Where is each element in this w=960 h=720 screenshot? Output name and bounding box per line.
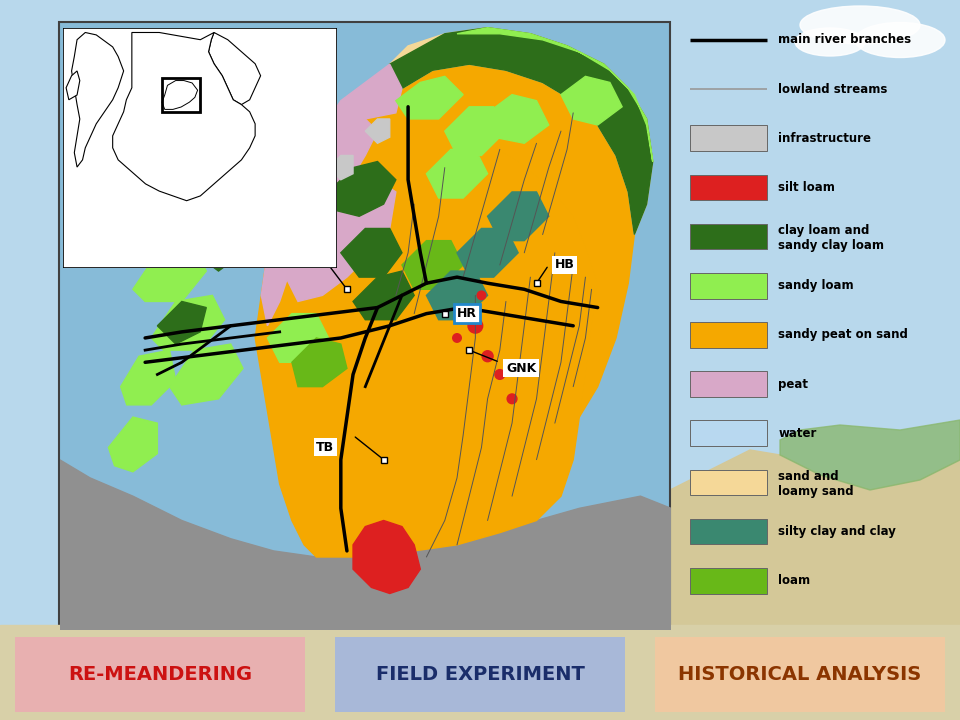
Bar bbox=[690, 420, 767, 446]
Polygon shape bbox=[255, 113, 598, 557]
Text: lowland streams: lowland streams bbox=[779, 83, 888, 96]
Text: FIELD EXPERIMENT: FIELD EXPERIMENT bbox=[375, 665, 585, 683]
Text: clay loam and: clay loam and bbox=[779, 224, 870, 237]
Text: sandy clay loam: sandy clay loam bbox=[779, 239, 884, 252]
Polygon shape bbox=[157, 302, 206, 344]
Polygon shape bbox=[444, 107, 506, 156]
Polygon shape bbox=[152, 295, 225, 350]
Bar bbox=[690, 469, 767, 495]
Bar bbox=[655, 637, 945, 712]
Bar bbox=[690, 372, 767, 397]
Bar bbox=[690, 125, 767, 151]
Circle shape bbox=[482, 351, 493, 361]
Bar bbox=[335, 637, 625, 712]
Polygon shape bbox=[72, 32, 124, 167]
Polygon shape bbox=[670, 450, 960, 720]
Polygon shape bbox=[390, 27, 653, 235]
Polygon shape bbox=[121, 350, 176, 405]
Polygon shape bbox=[366, 119, 390, 143]
Text: HB: HB bbox=[555, 258, 575, 271]
Bar bbox=[690, 568, 767, 593]
Polygon shape bbox=[60, 459, 671, 630]
Ellipse shape bbox=[855, 22, 945, 58]
Polygon shape bbox=[488, 94, 549, 143]
Polygon shape bbox=[162, 81, 198, 109]
Polygon shape bbox=[170, 344, 243, 405]
Bar bbox=[162, 78, 201, 112]
Ellipse shape bbox=[795, 28, 865, 56]
Text: infrastructure: infrastructure bbox=[779, 132, 872, 145]
Polygon shape bbox=[181, 210, 255, 265]
Polygon shape bbox=[457, 228, 518, 277]
Bar bbox=[690, 519, 767, 544]
Polygon shape bbox=[208, 32, 260, 104]
Text: GNK: GNK bbox=[506, 362, 537, 375]
Polygon shape bbox=[279, 143, 341, 192]
Polygon shape bbox=[341, 228, 402, 277]
Polygon shape bbox=[194, 222, 243, 271]
Text: HR: HR bbox=[457, 307, 477, 320]
Text: silt loam: silt loam bbox=[779, 181, 835, 194]
Bar bbox=[690, 273, 767, 299]
Circle shape bbox=[507, 394, 516, 404]
Polygon shape bbox=[457, 27, 653, 161]
Text: water: water bbox=[779, 427, 817, 440]
Polygon shape bbox=[396, 76, 463, 119]
Polygon shape bbox=[426, 149, 488, 198]
Text: loamy sand: loamy sand bbox=[779, 485, 853, 498]
Polygon shape bbox=[66, 71, 80, 100]
Polygon shape bbox=[286, 180, 396, 302]
Polygon shape bbox=[279, 119, 377, 253]
Text: peat: peat bbox=[779, 377, 808, 391]
Polygon shape bbox=[488, 192, 549, 240]
Circle shape bbox=[495, 369, 505, 379]
Polygon shape bbox=[780, 420, 960, 490]
Polygon shape bbox=[261, 119, 341, 325]
Polygon shape bbox=[328, 64, 402, 131]
Text: loam: loam bbox=[779, 575, 810, 588]
Bar bbox=[690, 175, 767, 200]
Text: TB: TB bbox=[317, 441, 334, 454]
Polygon shape bbox=[112, 32, 255, 201]
Bar bbox=[59, 22, 670, 630]
Polygon shape bbox=[328, 156, 353, 180]
Circle shape bbox=[468, 318, 483, 333]
Polygon shape bbox=[402, 240, 463, 289]
Bar bbox=[690, 322, 767, 348]
Text: sand and: sand and bbox=[779, 469, 839, 482]
Text: sandy peat on sand: sandy peat on sand bbox=[779, 328, 908, 341]
Text: main river branches: main river branches bbox=[779, 33, 911, 46]
Polygon shape bbox=[108, 417, 157, 472]
Text: silty clay and clay: silty clay and clay bbox=[779, 525, 896, 538]
Text: HISTORICAL ANALYSIS: HISTORICAL ANALYSIS bbox=[679, 665, 922, 683]
Text: sandy loam: sandy loam bbox=[779, 279, 853, 292]
Polygon shape bbox=[561, 76, 622, 125]
Bar bbox=[690, 224, 767, 249]
Text: RE-MEANDERING: RE-MEANDERING bbox=[68, 665, 252, 683]
Polygon shape bbox=[390, 27, 653, 235]
Polygon shape bbox=[328, 161, 396, 216]
Polygon shape bbox=[292, 338, 347, 387]
Polygon shape bbox=[426, 271, 488, 320]
Polygon shape bbox=[396, 64, 635, 417]
Polygon shape bbox=[353, 271, 414, 320]
Polygon shape bbox=[268, 314, 328, 362]
Bar bbox=[15, 637, 305, 712]
Polygon shape bbox=[353, 521, 420, 593]
Text: LB: LB bbox=[317, 253, 334, 266]
Circle shape bbox=[477, 291, 486, 300]
Circle shape bbox=[453, 333, 462, 342]
Polygon shape bbox=[0, 625, 960, 720]
Ellipse shape bbox=[800, 6, 920, 44]
Polygon shape bbox=[132, 247, 206, 302]
